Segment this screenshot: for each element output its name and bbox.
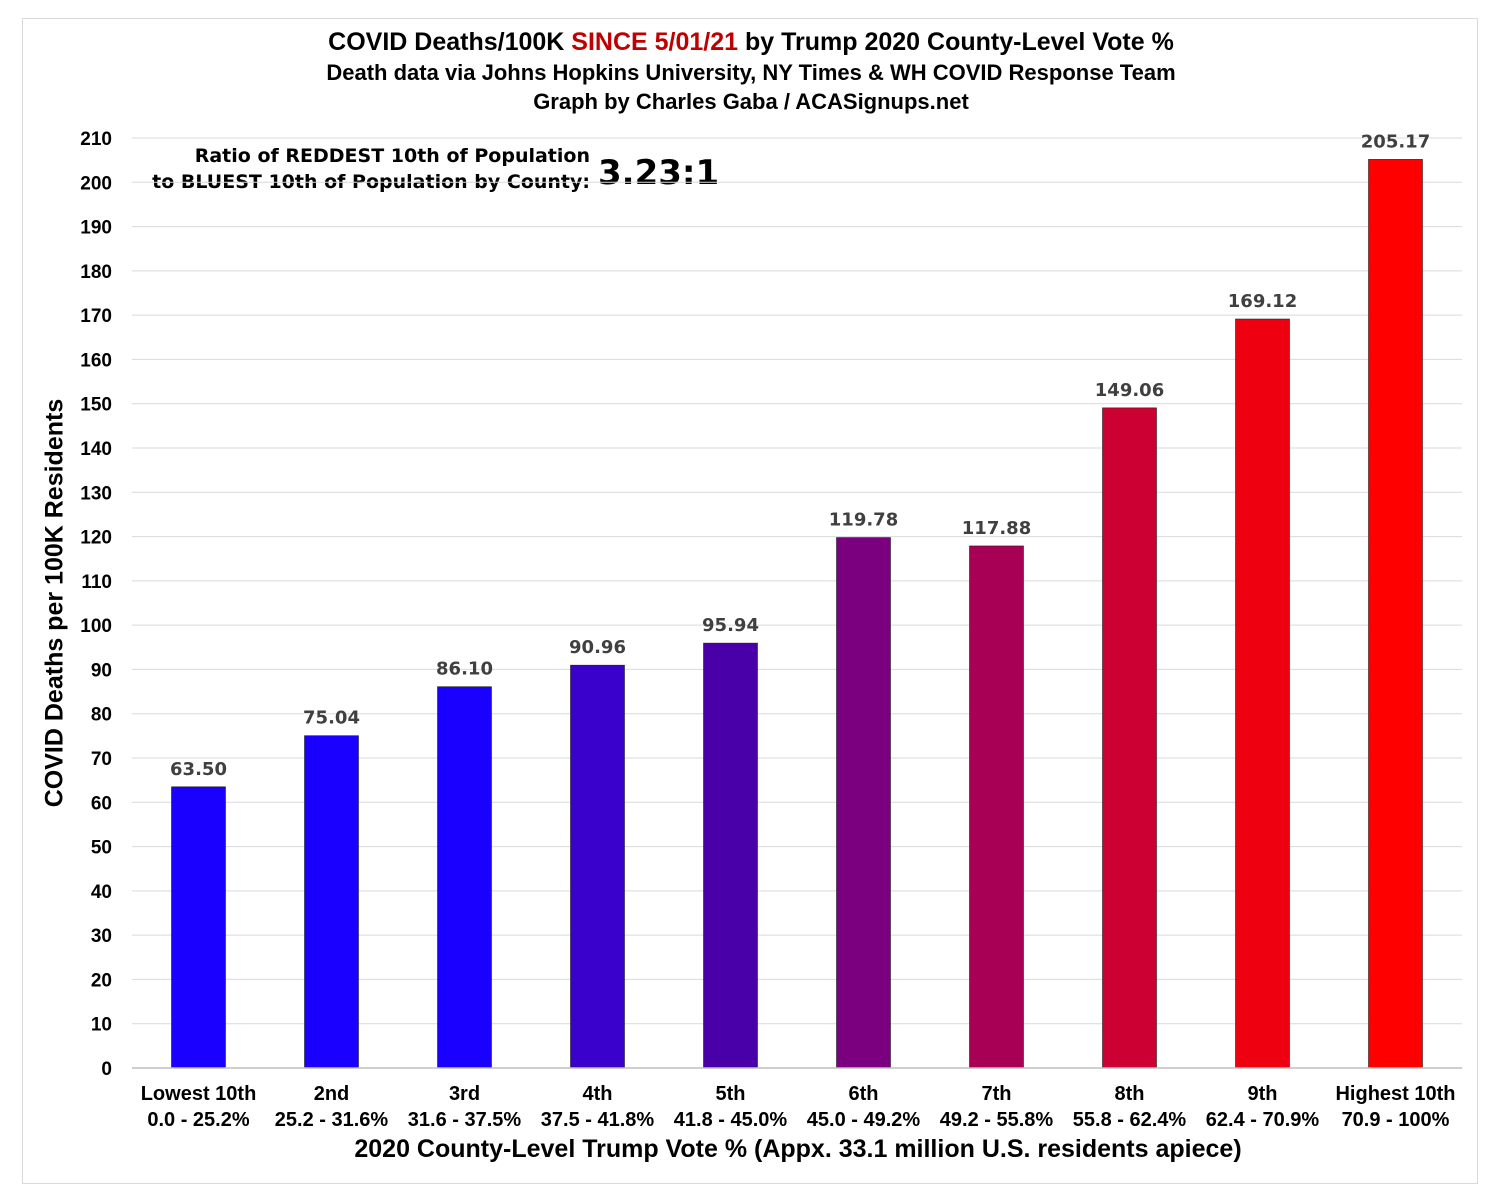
bar bbox=[969, 545, 1024, 1069]
bar bbox=[171, 786, 226, 1069]
x-tick-range-label: 0.0 - 25.2% bbox=[147, 1109, 250, 1131]
ratio-annotation-value: 3.23:1 bbox=[598, 153, 720, 193]
data-label: 90.96 bbox=[569, 637, 626, 658]
x-tick-range-label: 31.6 - 37.5% bbox=[408, 1109, 522, 1131]
bar bbox=[836, 537, 891, 1069]
x-tick-label: 5th bbox=[716, 1083, 746, 1105]
x-tick-range-label: 45.0 - 49.2% bbox=[807, 1109, 921, 1131]
y-tick-label: 60 bbox=[91, 793, 112, 814]
x-tick-label: 8th bbox=[1115, 1083, 1145, 1105]
bar bbox=[437, 686, 492, 1069]
y-tick-label: 10 bbox=[91, 1015, 112, 1036]
x-tick-range-label: 49.2 - 55.8% bbox=[940, 1109, 1054, 1131]
data-label: 119.78 bbox=[829, 510, 898, 531]
title-part1: COVID Deaths/100K bbox=[328, 28, 572, 56]
y-tick-label: 140 bbox=[80, 439, 112, 460]
x-tick-label: Lowest 10th bbox=[141, 1083, 257, 1105]
x-axis-ticks: Lowest 10th 0.0 - 25.2% 2nd 25.2 - 31.6% 3rd… bbox=[141, 1083, 1456, 1131]
x-tick-range-label: 62.4 - 70.9% bbox=[1206, 1109, 1320, 1131]
y-tick-label: 160 bbox=[80, 350, 112, 371]
bars bbox=[171, 159, 1423, 1069]
x-tick-range-label: 25.2 - 31.6% bbox=[275, 1109, 389, 1131]
bar bbox=[1102, 407, 1157, 1069]
x-axis-label: 2020 County-Level Trump Vote % (Appx. 33… bbox=[354, 1135, 1242, 1163]
bar bbox=[304, 735, 359, 1069]
y-tick-label: 150 bbox=[80, 395, 112, 416]
y-axis-ticks: 0 10 20 30 40 50 60 70 80 90 100 110 120 130 140 150 160… bbox=[80, 129, 112, 1080]
data-labels: 63.50 75.04 86.10 90.96 95.94 119.78 117.88 149… bbox=[170, 131, 1430, 779]
y-tick-label: 90 bbox=[91, 660, 112, 681]
y-tick-label: 120 bbox=[80, 528, 112, 549]
ratio-annotation-line1: Ratio of REDDEST 10th of Population bbox=[194, 145, 590, 167]
title-highlight: SINCE 5/01/21 bbox=[571, 28, 739, 56]
data-label: 169.12 bbox=[1228, 291, 1297, 312]
data-label: 95.94 bbox=[702, 615, 759, 636]
data-label: 149.06 bbox=[1095, 380, 1164, 401]
x-tick-range-label: 70.9 - 100% bbox=[1342, 1109, 1450, 1131]
y-tick-label: 190 bbox=[80, 218, 112, 239]
x-tick-label: 6th bbox=[849, 1083, 879, 1105]
y-tick-label: 70 bbox=[91, 749, 112, 770]
chart-title: COVID Deaths/100K SINCE 5/01/21 by Trump… bbox=[0, 28, 1502, 57]
data-label: 86.10 bbox=[436, 659, 493, 680]
y-tick-label: 100 bbox=[80, 616, 112, 637]
y-tick-label: 130 bbox=[80, 483, 112, 504]
x-tick-label: 3rd bbox=[449, 1083, 480, 1105]
x-tick-range-label: 55.8 - 62.4% bbox=[1073, 1109, 1187, 1131]
y-tick-label: 170 bbox=[80, 306, 112, 327]
y-tick-label: 110 bbox=[81, 572, 112, 593]
bar bbox=[1235, 318, 1290, 1069]
chart-subtitle-credit: Graph by Charles Gaba / ACASignups.net bbox=[533, 89, 969, 114]
y-tick-label: 30 bbox=[91, 926, 112, 947]
x-tick-label: 2nd bbox=[314, 1083, 350, 1105]
title-part2: by Trump 2020 County-Level Vote % bbox=[738, 28, 1174, 56]
y-tick-label: 20 bbox=[91, 970, 112, 991]
data-label: 63.50 bbox=[170, 759, 227, 780]
x-tick-label: 4th bbox=[583, 1083, 613, 1105]
x-tick-range-label: 37.5 - 41.8% bbox=[541, 1109, 655, 1131]
y-tick-label: 210 bbox=[80, 129, 112, 150]
y-tick-label: 200 bbox=[80, 173, 112, 194]
x-tick-range-label: 41.8 - 45.0% bbox=[674, 1109, 788, 1131]
y-tick-label: 0 bbox=[101, 1059, 112, 1080]
bar bbox=[570, 664, 625, 1069]
x-tick-label: 9th bbox=[1248, 1083, 1278, 1105]
y-tick-label: 180 bbox=[80, 262, 112, 283]
y-tick-label: 40 bbox=[91, 882, 112, 903]
bar bbox=[703, 642, 758, 1069]
y-tick-label: 50 bbox=[91, 838, 112, 859]
x-tick-label: 7th bbox=[982, 1083, 1012, 1105]
data-label: 117.88 bbox=[962, 518, 1031, 539]
data-label: 75.04 bbox=[303, 708, 360, 729]
data-label: 205.17 bbox=[1361, 131, 1430, 152]
y-tick-label: 80 bbox=[91, 705, 112, 726]
chart-subtitle-source: Death data via Johns Hopkins University,… bbox=[326, 60, 1176, 85]
bar bbox=[1368, 159, 1423, 1069]
x-tick-label: Highest 10th bbox=[1335, 1083, 1455, 1105]
